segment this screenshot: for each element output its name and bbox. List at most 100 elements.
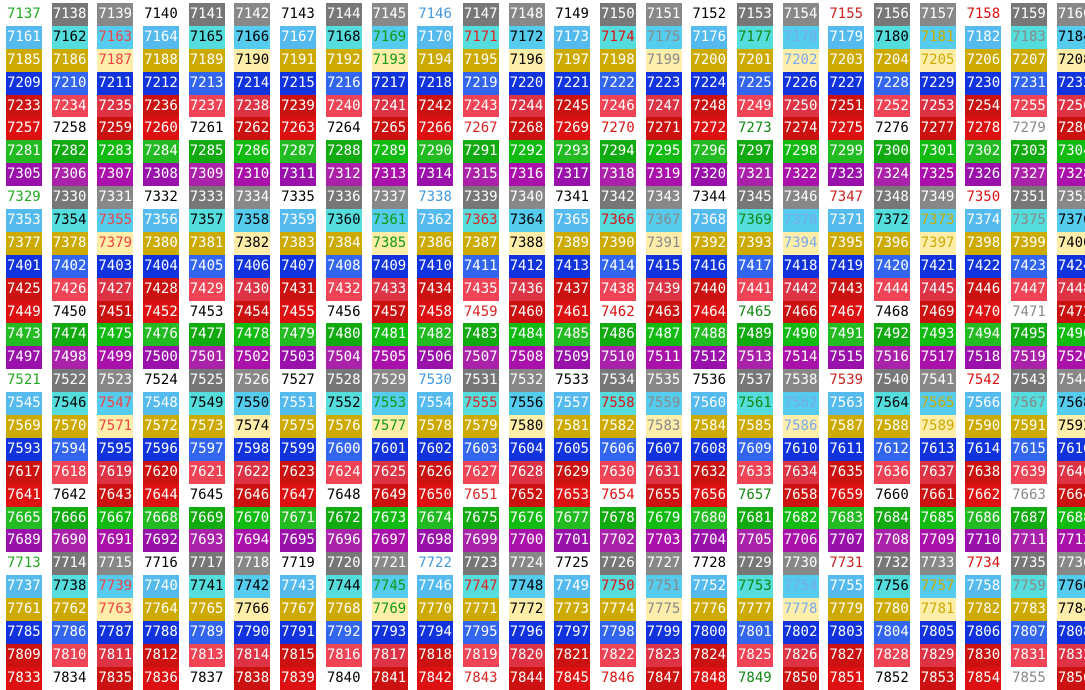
color-swatch: 7206 [965, 48, 1002, 72]
color-swatch: 7382 [234, 231, 271, 255]
color-swatch: 7154 [782, 3, 819, 26]
color-swatch: 7779 [828, 598, 865, 622]
color-swatch: 7410 [417, 254, 454, 278]
color-swatch: 7344 [691, 186, 728, 210]
color-swatch: 7678 [599, 506, 636, 530]
color-swatch: 7753 [737, 575, 773, 599]
color-swatch: 7485 [554, 323, 591, 347]
color-swatch: 7149 [554, 3, 591, 26]
color-swatch: 7807 [1011, 621, 1048, 644]
color-swatch: 7406 [234, 254, 271, 278]
color-swatch: 7572 [143, 415, 180, 438]
color-swatch: 7267 [462, 117, 499, 141]
color-swatch: 7550 [234, 392, 271, 416]
color-swatch: 7329 [6, 186, 42, 210]
color-swatch: 7290 [417, 140, 454, 164]
color-swatch: 7596 [143, 437, 180, 461]
color-swatch: 7418 [782, 254, 819, 278]
color-swatch: 7351 [1011, 186, 1048, 210]
color-swatch: 7567 [1011, 392, 1048, 416]
color-swatch: 7391 [645, 231, 682, 255]
color-swatch: 7824 [691, 643, 728, 667]
color-swatch: 7194 [417, 48, 454, 72]
color-swatch: 7656 [691, 483, 728, 507]
color-swatch: 7454 [234, 300, 271, 324]
color-swatch: 7307 [97, 163, 134, 187]
color-swatch: 7850 [782, 666, 819, 690]
color-swatch: 7756 [874, 575, 911, 599]
color-swatch: 7175 [645, 25, 682, 49]
color-swatch: 7652 [508, 483, 545, 507]
color-swatch: 7725 [554, 552, 591, 576]
color-swatch: 7735 [1011, 552, 1048, 576]
color-swatch: 7806 [965, 621, 1002, 644]
color-swatch: 7367 [645, 209, 682, 232]
color-swatch: 7528 [325, 369, 362, 393]
color-swatch: 7216 [325, 71, 362, 95]
color-swatch: 7388 [508, 231, 545, 255]
color-swatch: 7358 [234, 209, 271, 232]
color-swatch: 7300 [874, 140, 911, 164]
color-swatch: 7700 [508, 529, 545, 553]
color-swatch: 7783 [1011, 598, 1048, 622]
color-swatch: 7350 [965, 186, 1002, 210]
color-swatch: 7664 [1056, 483, 1085, 507]
color-swatch: 7169 [371, 25, 408, 49]
color-swatch: 7680 [691, 506, 728, 530]
color-swatch: 7458 [417, 300, 454, 324]
color-swatch: 7156 [874, 3, 911, 26]
color-swatch: 7819 [462, 643, 499, 667]
color-swatch: 7583 [645, 415, 682, 438]
color-swatch: 7201 [737, 48, 773, 72]
color-swatch: 7195 [462, 48, 499, 72]
color-swatch: 7809 [6, 643, 42, 667]
color-swatch: 7445 [919, 277, 956, 301]
color-swatch: 7481 [371, 323, 408, 347]
color-swatch: 7526 [234, 369, 271, 393]
color-swatch: 7602 [417, 437, 454, 461]
color-swatch: 7588 [874, 415, 911, 438]
color-swatch: 7679 [645, 506, 682, 530]
color-swatch: 7164 [143, 25, 180, 49]
color-swatch: 7566 [965, 392, 1002, 416]
color-swatch: 7821 [554, 643, 591, 667]
color-swatch: 7432 [325, 277, 362, 301]
color-swatch: 7635 [828, 460, 865, 484]
color-swatch: 7541 [919, 369, 956, 393]
color-swatch: 7354 [51, 209, 88, 232]
color-swatch: 7527 [280, 369, 317, 393]
color-swatch: 7571 [97, 415, 134, 438]
color-swatch: 7248 [691, 94, 728, 118]
color-swatch: 7343 [645, 186, 682, 210]
color-swatch: 7601 [371, 437, 408, 461]
color-swatch: 7789 [188, 621, 225, 644]
color-swatch: 7176 [691, 25, 728, 49]
color-swatch: 7448 [1056, 277, 1085, 301]
color-swatch: 7512 [691, 346, 728, 370]
color-swatch: 7574 [234, 415, 271, 438]
color-swatch: 7356 [143, 209, 180, 232]
color-swatch: 7214 [234, 71, 271, 95]
color-swatch: 7396 [874, 231, 911, 255]
color-swatch: 7324 [874, 163, 911, 187]
color-swatch: 7742 [234, 575, 271, 599]
color-swatch: 7172 [508, 25, 545, 49]
color-swatch: 7491 [828, 323, 865, 347]
color-swatch: 7551 [280, 392, 317, 416]
color-swatch: 7561 [737, 392, 773, 416]
color-swatch: 7544 [1056, 369, 1085, 393]
color-swatch: 7200 [691, 48, 728, 72]
color-swatch: 7439 [645, 277, 682, 301]
color-grid: 7137 7138 7139 7140 7141 7142 7143 7144 7145 7146… [6, 3, 1085, 690]
color-swatch: 7608 [691, 437, 728, 461]
color-swatch: 7302 [965, 140, 1002, 164]
color-swatch: 7559 [645, 392, 682, 416]
color-swatch: 7798 [599, 621, 636, 644]
color-swatch: 7309 [188, 163, 225, 187]
color-swatch: 7235 [97, 94, 134, 118]
color-swatch: 7647 [280, 483, 317, 507]
color-swatch: 7384 [325, 231, 362, 255]
color-swatch: 7480 [325, 323, 362, 347]
color-swatch: 7780 [874, 598, 911, 622]
color-swatch: 7452 [143, 300, 180, 324]
